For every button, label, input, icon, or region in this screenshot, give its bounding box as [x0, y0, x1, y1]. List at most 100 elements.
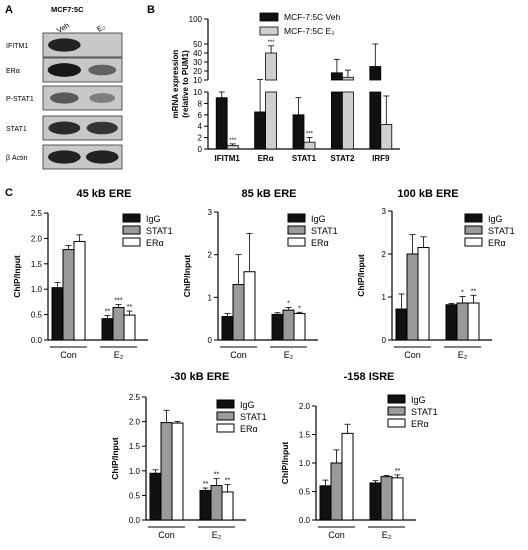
c-group-label: E₂ [458, 350, 468, 360]
b-category-label: STAT1 [292, 154, 317, 163]
c-bar [380, 476, 393, 521]
b-bar [330, 72, 343, 81]
c-bar [391, 477, 404, 521]
b-bar [303, 141, 316, 150]
b-bar [330, 91, 343, 150]
c-legend-swatch [216, 411, 235, 421]
c-sig-mark: ** [203, 481, 209, 488]
panel-a-letter: A [5, 4, 13, 16]
b-legend-swatch [259, 26, 279, 36]
c-bar [221, 316, 234, 341]
c-bar [51, 287, 64, 341]
c-bar [62, 249, 75, 341]
c-bar [319, 485, 332, 521]
panel-b-letter: B [147, 4, 155, 16]
c-tick-label: 1.5 [299, 431, 311, 440]
b-bar [226, 145, 239, 150]
c-legend-label: IgG [240, 400, 255, 410]
c-legend-swatch [287, 237, 306, 247]
b-tick-label: 40 [193, 49, 202, 58]
c-bar [293, 313, 306, 341]
blot-band [48, 121, 81, 135]
c-chart-title: 45 kB ERE [76, 188, 131, 200]
panel-c-chip-charts: C 45 kB ERE 0.0 0.5 1.0 1.5 2.0 2.5 ChIP/Input C… [5, 187, 515, 540]
blot-lane-label: E₂ [95, 22, 106, 34]
b-tick-label: 50 [193, 40, 202, 49]
blot-title: MCF7:5C [51, 5, 84, 14]
c-sig-mark: ** [214, 472, 220, 479]
c-sig-mark: ** [471, 288, 477, 295]
c-legend-label: IgG [488, 214, 503, 224]
c-legend-swatch [216, 423, 235, 433]
c-group-label: Con [230, 350, 247, 360]
blot-band [88, 64, 117, 76]
c-legend-swatch [464, 213, 483, 223]
c-sig-mark: ** [105, 309, 111, 316]
c-bar [210, 485, 223, 521]
c-chart-title: 100 kB ERE [397, 188, 458, 200]
c-legend-label: STAT1 [146, 226, 173, 236]
b-tick-label: 6 [198, 111, 203, 120]
b-bar [254, 111, 267, 150]
blot-band [86, 121, 118, 135]
c-sig-mark: * [287, 301, 290, 308]
c-group-label: Con [60, 350, 77, 360]
c-tick-label: 3 [382, 207, 387, 216]
c-bar [406, 253, 419, 341]
b-bar [292, 114, 305, 150]
c-tick-label: 2 [382, 250, 387, 259]
b-bar [380, 124, 393, 150]
c-bar [171, 422, 184, 521]
c-tick-label: 0.5 [299, 488, 311, 497]
c-chart-title: -158 ISRE [344, 371, 395, 383]
c-tick-label: 0.0 [299, 516, 311, 525]
c-bar [467, 302, 480, 341]
blot-band [48, 150, 81, 164]
c-bar [417, 247, 430, 341]
b-tick-label: 8 [198, 99, 203, 108]
c-legend-swatch [216, 399, 235, 409]
blot-protein-label: P-STAT1 [6, 96, 34, 103]
b-y-label-line1: mRNA expression [171, 50, 180, 119]
blot-protein-label: STAT1 [6, 126, 27, 133]
b-tick-label: 30 [193, 58, 202, 67]
c-bar [149, 472, 162, 521]
c-chart-title: -30 kB ERE [171, 371, 230, 383]
c-sig-mark: * [298, 305, 301, 312]
c-tick-label: 2.0 [299, 402, 311, 411]
c-sig-mark: ** [225, 478, 231, 485]
blot-protein-label: IFITM1 [6, 43, 28, 50]
c-legend-swatch [464, 225, 483, 235]
blot-band [85, 150, 119, 164]
c-group-label: Con [404, 350, 421, 360]
c-tick-label: 2.0 [129, 418, 141, 427]
c-legend-swatch [122, 237, 141, 247]
c-tick-label: 1.5 [31, 260, 43, 269]
c-sig-mark: ** [395, 468, 401, 475]
c-legend-label: ERα [488, 238, 506, 248]
c-legend-label: ERα [146, 238, 164, 248]
c-legend-label: ERα [311, 238, 329, 248]
b-bar [369, 91, 382, 150]
b-sig-mark: *** [229, 138, 237, 144]
c-legend-swatch [287, 225, 306, 235]
b-tick-label: 4 [198, 122, 203, 131]
c-bar [232, 284, 245, 341]
c-legend-label: ERα [240, 424, 258, 434]
c-y-label: ChIP/Input [12, 255, 22, 298]
c-tick-label: 1.0 [31, 285, 43, 294]
c-legend-label: STAT1 [240, 412, 267, 422]
blot-band [47, 63, 81, 77]
c-legend-swatch [387, 406, 406, 416]
b-tick-label: 10 [193, 76, 202, 85]
blot-band [48, 38, 81, 52]
c-legend-label: STAT1 [411, 407, 438, 417]
c-tick-label: 2 [208, 251, 213, 260]
c-legend-label: IgG [146, 214, 161, 224]
c-sig-mark: ** [127, 304, 133, 311]
c-tick-label: 2.5 [129, 393, 141, 402]
c-bar [456, 302, 469, 341]
c-legend-label: ERα [411, 419, 429, 429]
